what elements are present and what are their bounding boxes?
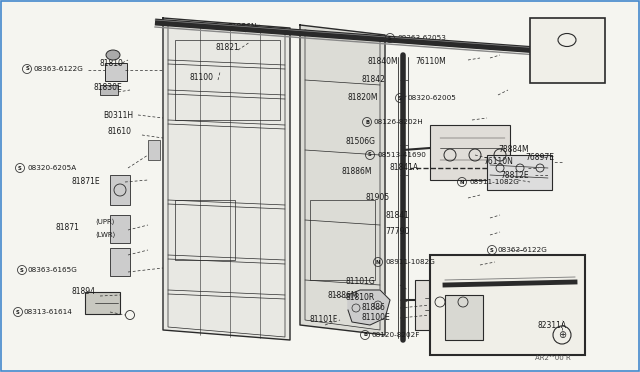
Text: 81871: 81871 xyxy=(55,224,79,232)
Text: 08363-6122G: 08363-6122G xyxy=(498,247,548,253)
Bar xyxy=(105,63,127,81)
Text: 81810R: 81810R xyxy=(345,294,374,302)
Text: S: S xyxy=(398,96,402,100)
Text: AR2^00 R: AR2^00 R xyxy=(535,355,571,361)
Text: 81820M: 81820M xyxy=(347,93,378,103)
Text: 81830E: 81830E xyxy=(93,83,122,92)
Text: 08513-41690: 08513-41690 xyxy=(377,152,426,158)
Text: B: B xyxy=(365,119,369,125)
Text: 81821: 81821 xyxy=(215,44,239,52)
Text: 81810: 81810 xyxy=(100,60,124,68)
Text: 08126-8202H: 08126-8202H xyxy=(374,119,424,125)
Bar xyxy=(100,85,118,95)
Bar xyxy=(175,200,235,260)
Bar xyxy=(148,140,160,160)
Bar xyxy=(430,255,585,355)
Text: 81905: 81905 xyxy=(365,193,389,202)
Text: B0311H: B0311H xyxy=(103,110,133,119)
Text: 08313-61614: 08313-61614 xyxy=(24,309,73,315)
Bar xyxy=(175,40,280,120)
Polygon shape xyxy=(300,25,385,335)
Text: N: N xyxy=(376,260,380,264)
Polygon shape xyxy=(163,18,290,340)
Text: ⊕: ⊕ xyxy=(558,330,566,340)
Text: 81894: 81894 xyxy=(72,288,96,296)
Text: 08911-1082G: 08911-1082G xyxy=(385,259,435,265)
Text: 81841A: 81841A xyxy=(390,164,419,173)
Text: S: S xyxy=(16,310,20,314)
Polygon shape xyxy=(348,290,390,325)
Text: S: S xyxy=(388,35,392,41)
Text: 81886N: 81886N xyxy=(228,23,258,32)
Text: 81886: 81886 xyxy=(362,304,386,312)
Text: N: N xyxy=(460,180,464,185)
Text: 81886M: 81886M xyxy=(342,167,372,176)
Text: 82311A: 82311A xyxy=(538,321,567,330)
Text: 08320-62005: 08320-62005 xyxy=(407,95,456,101)
Text: 81101G: 81101G xyxy=(345,278,375,286)
Bar xyxy=(487,155,552,190)
Ellipse shape xyxy=(106,50,120,60)
Text: 77790: 77790 xyxy=(385,228,410,237)
Text: 81840M: 81840M xyxy=(368,58,399,67)
Text: 82101F: 82101F xyxy=(542,71,573,80)
Text: 08363-62053: 08363-62053 xyxy=(397,35,446,41)
Text: 08120-8202F: 08120-8202F xyxy=(372,332,420,338)
Text: 81841: 81841 xyxy=(385,211,409,219)
Bar xyxy=(415,280,490,330)
Text: 81886M: 81886M xyxy=(327,291,358,299)
Text: S: S xyxy=(20,267,24,273)
Bar xyxy=(445,295,483,340)
Text: B: B xyxy=(363,333,367,337)
Bar xyxy=(310,200,375,280)
Text: 08363-6122G: 08363-6122G xyxy=(33,66,83,72)
Bar xyxy=(530,18,605,83)
Text: 81101F: 81101F xyxy=(310,315,339,324)
Bar xyxy=(430,125,510,180)
Bar xyxy=(110,248,130,276)
Text: S: S xyxy=(368,153,372,157)
Text: 76897E: 76897E xyxy=(525,154,554,163)
Bar xyxy=(110,175,130,205)
Text: 08363-6165G: 08363-6165G xyxy=(28,267,78,273)
Text: 81506G: 81506G xyxy=(345,138,375,147)
Text: S: S xyxy=(18,166,22,170)
Text: 08911-1082G: 08911-1082G xyxy=(469,179,519,185)
Text: 08320-6205A: 08320-6205A xyxy=(27,165,76,171)
Text: 76110M: 76110M xyxy=(415,58,445,67)
Text: S: S xyxy=(25,67,29,71)
Text: 82101F: 82101F xyxy=(553,74,584,83)
Text: 81100: 81100 xyxy=(190,74,214,83)
Text: 78884M: 78884M xyxy=(498,145,529,154)
Text: S: S xyxy=(490,247,494,253)
Text: 76110N: 76110N xyxy=(483,157,513,167)
Bar xyxy=(110,215,130,243)
Text: 81610: 81610 xyxy=(108,128,132,137)
Text: ⟨LWR⟩: ⟨LWR⟩ xyxy=(95,232,115,238)
Text: 81842: 81842 xyxy=(362,76,386,84)
Text: 78812E: 78812E xyxy=(500,170,529,180)
Text: 81100E: 81100E xyxy=(362,314,391,323)
Text: 81871E: 81871E xyxy=(72,177,100,186)
Bar xyxy=(85,292,120,314)
Text: ⟨UPR⟩: ⟨UPR⟩ xyxy=(95,219,115,225)
